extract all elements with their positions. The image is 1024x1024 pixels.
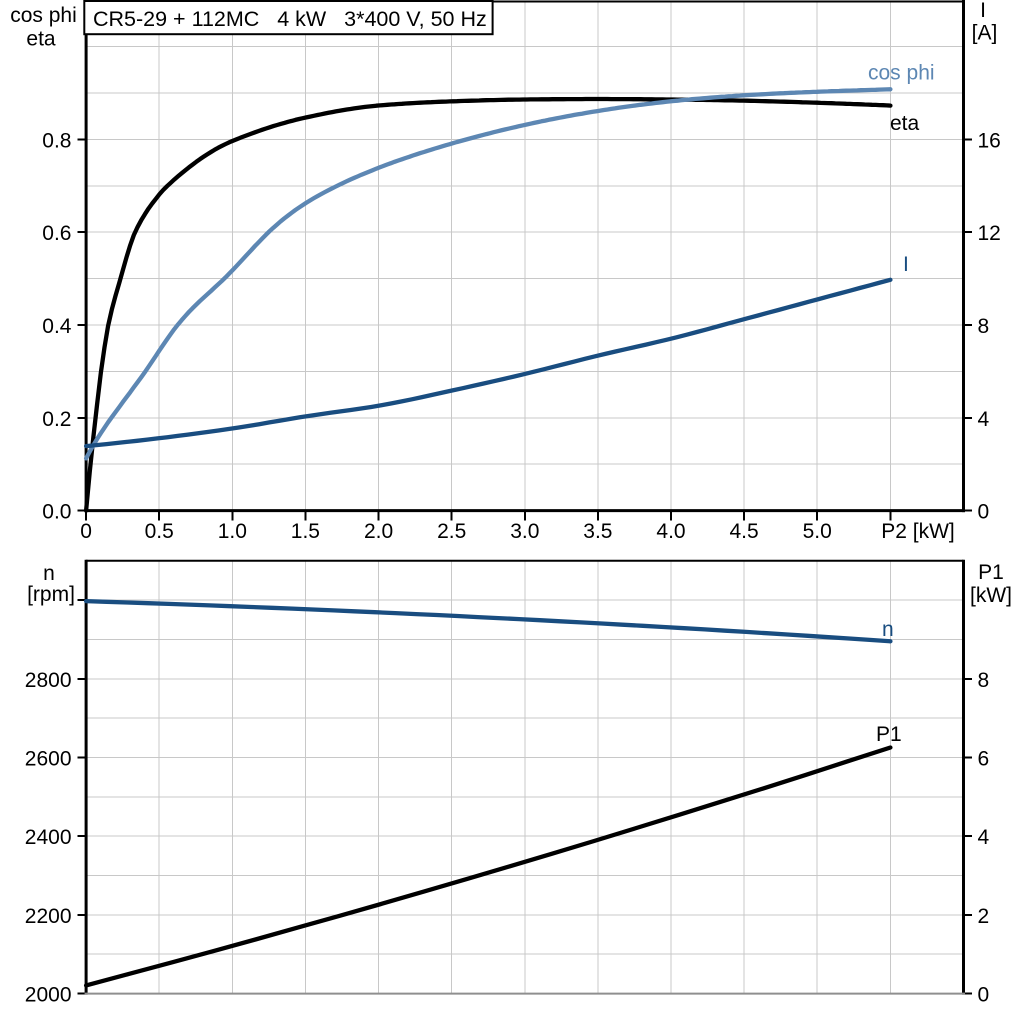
svg-text:8: 8 [978,315,990,338]
svg-text:[A]: [A] [972,22,998,45]
svg-text:4.5: 4.5 [729,520,758,543]
svg-text:cos phi: cos phi [10,4,77,27]
svg-text:2800: 2800 [25,669,72,692]
svg-text:4: 4 [978,408,990,431]
svg-text:0.5: 0.5 [145,520,174,543]
svg-text:2200: 2200 [25,905,72,928]
svg-text:[rpm]: [rpm] [27,583,75,606]
svg-text:eta: eta [26,28,56,51]
svg-text:8: 8 [978,669,990,692]
svg-text:P1: P1 [876,723,902,746]
svg-text:eta: eta [890,112,920,135]
svg-text:1.5: 1.5 [291,520,320,543]
svg-text:1.0: 1.0 [218,520,247,543]
svg-text:2.0: 2.0 [364,520,393,543]
svg-text:0.2: 0.2 [42,408,71,431]
svg-text:2: 2 [978,905,990,928]
svg-text:[kW]: [kW] [970,584,1012,607]
svg-text:CR5-29 + 112MC 4 kW 3*400: CR5-29 + 112MC 4 kW 3*400 V, 50 Hz [93,7,487,31]
svg-text:6: 6 [978,748,990,771]
svg-text:n: n [43,562,55,585]
svg-text:2.5: 2.5 [437,520,466,543]
svg-text:P2 [kW]: P2 [kW] [881,520,955,543]
svg-text:n: n [882,618,894,641]
svg-text:0.6: 0.6 [42,222,71,245]
svg-text:3.0: 3.0 [510,520,539,543]
svg-text:0: 0 [80,520,92,543]
svg-text:12: 12 [978,222,1001,245]
svg-text:0: 0 [978,984,990,1007]
svg-text:I: I [980,0,986,22]
svg-text:16: 16 [978,129,1001,152]
svg-text:4.0: 4.0 [656,520,685,543]
svg-text:2400: 2400 [25,826,72,849]
svg-text:2000: 2000 [25,984,72,1007]
svg-text:I: I [903,253,909,276]
svg-text:0.8: 0.8 [42,129,71,152]
svg-text:5.0: 5.0 [803,520,832,543]
svg-text:0.4: 0.4 [42,315,72,338]
svg-text:0.0: 0.0 [42,501,71,524]
svg-text:2600: 2600 [25,748,72,771]
svg-text:0: 0 [978,501,990,524]
svg-text:P1: P1 [978,561,1004,584]
svg-text:4: 4 [978,826,990,849]
svg-text:cos phi: cos phi [868,62,935,85]
svg-text:3.5: 3.5 [583,520,612,543]
